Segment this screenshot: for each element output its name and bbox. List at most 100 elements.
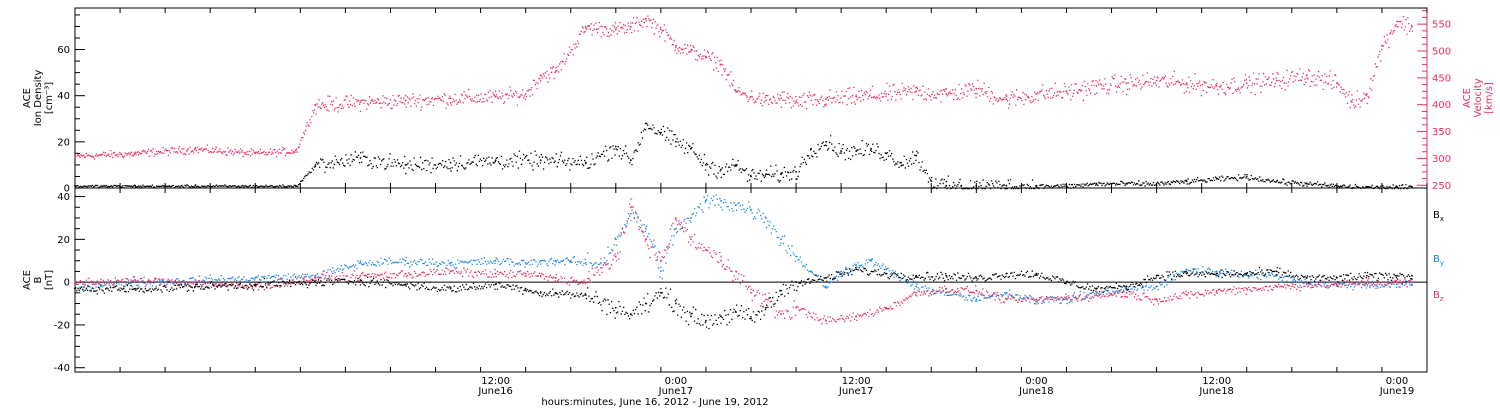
velocity-points-point (705, 55, 707, 58)
bz-points-point (1336, 283, 1338, 286)
b-axis-label-line: ACE (22, 270, 33, 290)
by-points-point (705, 199, 707, 202)
velocity-tick-label: 350 (1432, 127, 1451, 138)
density-points-point (1245, 175, 1248, 178)
bx-points-point (584, 294, 587, 296)
density-points-point (765, 173, 767, 176)
density-points-point (629, 159, 632, 162)
velocity-axis-label-line: Velocity (1473, 78, 1484, 117)
velocity-tick-label: 550 (1432, 20, 1451, 31)
bz-points-point (975, 289, 978, 292)
velocity-tick-label: 300 (1432, 154, 1451, 165)
density-tick-label: 0 (64, 184, 70, 195)
velocity-points-point (885, 93, 888, 95)
velocity-axis-label-line: [km/s] (1484, 82, 1495, 114)
bz-points-point (74, 281, 76, 283)
bx-points-point (945, 274, 948, 277)
by-points-point (1215, 270, 1218, 273)
bz-points-point (1155, 298, 1158, 301)
bx-points-point (1366, 274, 1368, 277)
b-axis-label-line: B (33, 276, 44, 283)
density-points-point (1305, 182, 1308, 185)
bx-points-point (1396, 274, 1398, 277)
bz-points-point (735, 270, 737, 273)
density-points-point (1366, 185, 1368, 188)
density-points-point (644, 122, 647, 125)
legend-By: By (1433, 254, 1444, 267)
bx-points-point (660, 291, 662, 294)
by-points-point (569, 259, 572, 262)
density-points-point (1275, 180, 1278, 183)
velocity-points-point (644, 17, 647, 20)
bx-points-point (1095, 287, 1098, 290)
by-points-point (554, 259, 557, 262)
bx-points-point (735, 311, 737, 313)
by-points-point (629, 212, 632, 215)
bz-points-point (855, 315, 858, 318)
bz-points-point (1215, 289, 1218, 292)
bx-points-point (1185, 272, 1188, 275)
density-points-point (1095, 182, 1098, 185)
x-tick-time-label: 0:00 (1025, 376, 1047, 387)
velocity-points-point (1155, 79, 1158, 82)
bz-points-point (644, 238, 647, 241)
bz-points-point (885, 306, 888, 309)
density-points-point (1215, 177, 1218, 180)
bz-points-point (1035, 298, 1038, 301)
bx-points-point (254, 283, 257, 286)
by-points-point (885, 268, 888, 271)
density-tick-label: 60 (57, 45, 70, 56)
bx-points-point (1035, 272, 1038, 275)
bz-points-point (1411, 281, 1413, 283)
bz-points-point (705, 249, 707, 251)
by-points-point (765, 217, 767, 219)
density-points-point (885, 152, 888, 155)
velocity-tick-label: 250 (1432, 181, 1451, 192)
x-tick-time-label: 12:00 (481, 376, 510, 387)
density-points-point (1035, 184, 1038, 187)
density-axis-label-line: Ion Density (33, 70, 44, 127)
velocity-points-point (404, 99, 407, 102)
velocity-points-point (1185, 82, 1188, 85)
bz-points-point (1305, 283, 1308, 286)
density-points-point (675, 140, 677, 143)
bz-points-point (750, 291, 752, 294)
top-panel-frame (74, 7, 1428, 189)
by-points-point (840, 270, 842, 273)
by-points-point (539, 259, 542, 262)
velocity-points-point (1275, 79, 1278, 82)
velocity-points-point (780, 97, 782, 100)
bz-points-point (314, 277, 317, 279)
bx-points-point (539, 291, 542, 294)
density-points-point (134, 184, 137, 187)
by-points-point (194, 279, 197, 281)
density-points-point (795, 170, 797, 173)
density-tick-label: 20 (57, 137, 70, 148)
bz-points-point (554, 277, 557, 279)
velocity-points (75, 15, 1413, 160)
velocity-points-point (1035, 93, 1038, 95)
density-points-point (960, 184, 963, 187)
bx-points-point (629, 313, 632, 316)
by-points-point (735, 204, 737, 207)
bx-points-point (1336, 277, 1338, 279)
velocity-points-point (750, 95, 752, 98)
velocity-axis-label-line: ACE (1462, 88, 1473, 108)
legend-subscript: y (1440, 259, 1444, 267)
bz-points-point (539, 274, 542, 277)
bz-points-point (825, 319, 827, 322)
x-tick-date-label: June19 (1379, 386, 1415, 397)
bx-points-point (644, 302, 647, 305)
bz-points-point (1125, 291, 1128, 294)
velocity-points-point (825, 98, 827, 101)
velocity-points-point (720, 63, 722, 66)
density-points-point (1005, 184, 1008, 187)
by-points-point (254, 277, 257, 279)
velocity-points-point (765, 99, 767, 102)
velocity-points-point (74, 154, 76, 157)
bz-points (75, 198, 1413, 325)
velocity-points-point (629, 25, 632, 28)
bx-points-point (975, 277, 978, 279)
